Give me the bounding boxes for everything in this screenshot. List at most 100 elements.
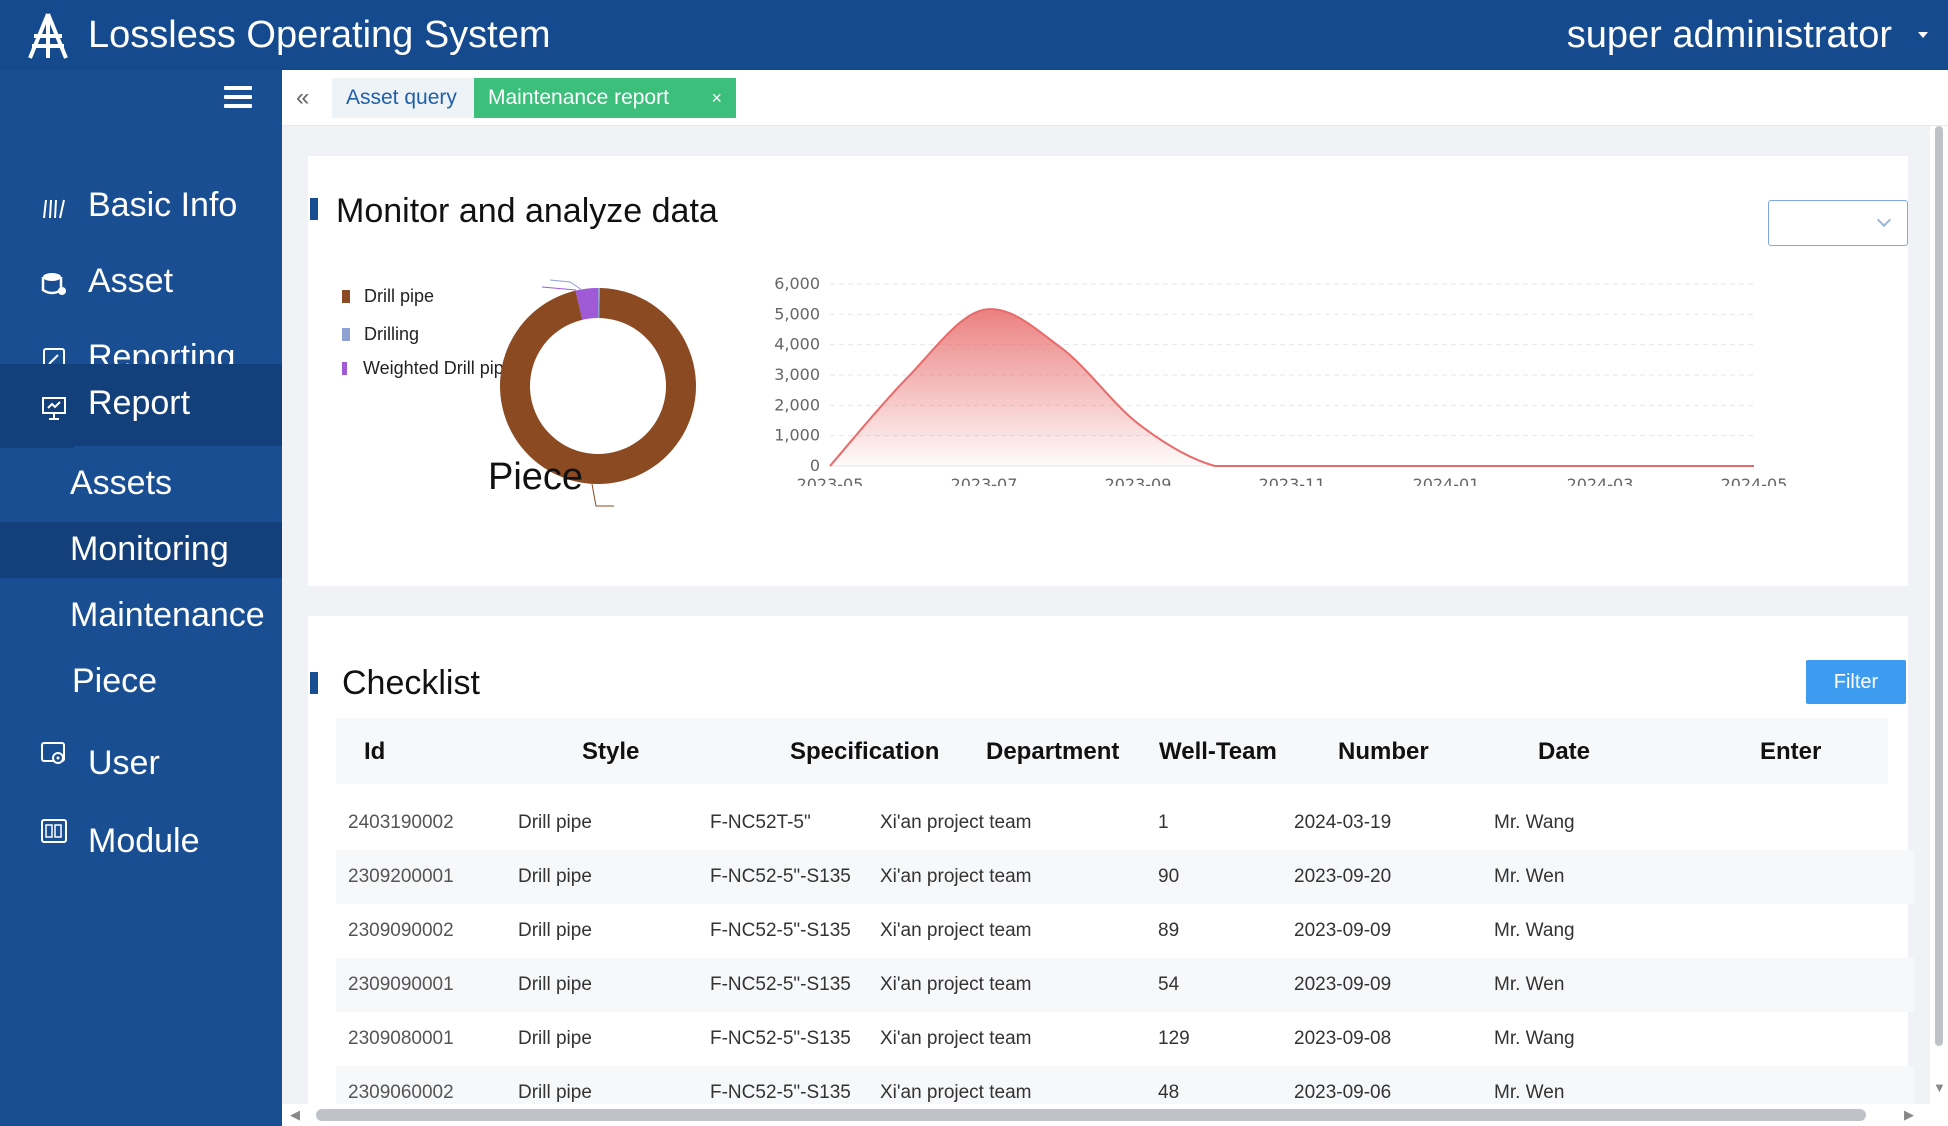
series-line[interactable] — [829, 308, 1754, 467]
tab-maintenance-report[interactable]: Maintenance report × — [474, 78, 736, 118]
column-header[interactable]: Well-Team — [1159, 738, 1277, 765]
cell-specification: F-NC52-5"-S135 — [710, 866, 851, 887]
table-row[interactable]: 2309200001 Drill pipe F-NC52-5"-S135 Xi'an … — [336, 850, 1914, 904]
caret-down-icon[interactable] — [1918, 32, 1928, 38]
cell-department: Xi'an project team — [880, 866, 1032, 887]
column-header[interactable]: Style — [582, 738, 640, 765]
y-tick-label: 4,000 — [774, 335, 820, 354]
legend-label: Drilling — [364, 324, 420, 344]
section-title: Checklist — [342, 664, 480, 702]
donut-center-label: Piece — [488, 456, 584, 498]
donut-slice[interactable] — [598, 288, 600, 319]
cell-date: 2023-09-09 — [1294, 920, 1392, 941]
sidebar-subitem-assets[interactable]: Assets — [0, 452, 282, 514]
cell-department: Xi'an project team — [880, 1082, 1032, 1103]
legend-label: Weighted Drill pipe — [363, 358, 514, 378]
scroll-left-arrow-icon[interactable]: ◀ — [290, 1107, 300, 1122]
table-row[interactable]: 2309090001 Drill pipe F-NC52-5"-S135 Xi'an … — [336, 958, 1914, 1012]
cell-style: Drill pipe — [518, 1028, 592, 1049]
cell-enter: Mr. Wang — [1494, 812, 1575, 833]
subitem-label: Assets — [70, 464, 173, 502]
user-menu[interactable]: super administrator — [1566, 14, 1892, 56]
cell-id: 2309200001 — [348, 866, 454, 887]
monitor-panel: Monitor and analyze data Drill pipe Dril… — [308, 156, 1908, 586]
legend-swatch — [342, 362, 347, 375]
x-tick-label: 2023-09 — [1105, 475, 1172, 486]
legend-item[interactable]: Drilling — [342, 324, 419, 345]
vertical-scrollbar[interactable]: ▼ — [1930, 126, 1948, 1126]
double-chevron-left-icon[interactable]: « — [296, 84, 310, 111]
table-row[interactable]: 2403190002 Drill pipe F-NC52T-5" Xi'an proj… — [336, 796, 1914, 850]
checklist-panel: Checklist Filter Id Style Specification … — [308, 616, 1914, 1126]
database-icon — [41, 273, 66, 295]
presentation-icon — [42, 397, 66, 420]
horizontal-scrollbar[interactable]: ◀ ▶ — [282, 1104, 1930, 1126]
cell-date: 2023-09-09 — [1294, 974, 1392, 995]
scroll-down-arrow-icon[interactable]: ▼ — [1933, 1080, 1946, 1095]
column-header[interactable]: Specification — [790, 738, 940, 765]
cell-style: Drill pipe — [518, 920, 592, 941]
sidebar-subitem-piece[interactable]: Piece — [0, 650, 282, 712]
sidebar-item-label: Asset — [88, 262, 174, 300]
cell-specification: F-NC52-5"-S135 — [710, 920, 851, 941]
cell-style: Drill pipe — [518, 1082, 592, 1103]
sidebar-item-report[interactable]: Report — [0, 364, 282, 448]
column-header[interactable]: Enter — [1760, 738, 1822, 765]
table-row[interactable]: 2309080001 Drill pipe F-NC52-5"-S135 Xi'an … — [336, 1012, 1914, 1066]
donut-slice[interactable] — [499, 288, 696, 484]
user-settings-icon — [41, 742, 65, 764]
column-header[interactable]: Department — [986, 738, 1120, 765]
table-row[interactable]: 2309090002 Drill pipe F-NC52-5"-S135 Xi'an … — [336, 904, 1914, 958]
sidebar-item-module[interactable]: Module — [0, 804, 282, 878]
subitem-label: Maintenance — [70, 596, 265, 634]
cell-specification: F-NC52-5"-S135 — [710, 1082, 851, 1103]
sidebar-subitem-monitoring[interactable]: Monitoring — [0, 522, 282, 578]
y-tick-label: 1,000 — [774, 426, 820, 445]
column-header[interactable]: Id — [364, 738, 386, 765]
subitem-label: Monitoring — [70, 530, 229, 568]
cell-number: 48 — [1158, 1082, 1180, 1103]
leader-line — [591, 483, 614, 507]
legend-swatch — [342, 328, 350, 341]
scroll-right-arrow-icon[interactable]: ▶ — [1904, 1107, 1914, 1122]
sidebar-item-user[interactable]: User — [0, 726, 282, 800]
sidebar-item-label: Basic Info — [88, 186, 238, 224]
y-tick-label: 6,000 — [774, 274, 820, 293]
cell-style: Drill pipe — [518, 812, 592, 833]
y-tick-label: 5,000 — [774, 304, 820, 323]
x-tick-label: 2023-07 — [951, 475, 1018, 486]
legend-item[interactable]: Drill pipe — [342, 286, 434, 307]
vertical-scroll-thumb[interactable] — [1935, 126, 1943, 1046]
module-icon — [41, 819, 67, 843]
cell-number: 1 — [1158, 812, 1169, 833]
cell-style: Drill pipe — [518, 974, 592, 995]
sidebar: Basic Info Asset Reporting Report Assets… — [0, 70, 282, 1126]
table-header: Id Style Specification Department Well-T… — [336, 718, 1888, 784]
cell-date: 2023-09-08 — [1294, 1028, 1392, 1049]
cell-number: 90 — [1158, 866, 1180, 887]
sidebar-item-basic-info[interactable]: Basic Info — [0, 168, 282, 242]
section-marker — [310, 672, 318, 694]
cell-number: 89 — [1158, 920, 1180, 941]
menu-toggle-icon[interactable] — [224, 86, 252, 110]
sidebar-item-asset[interactable]: Asset — [0, 244, 282, 318]
period-select[interactable] — [1768, 200, 1908, 246]
sidebar-subitem-maintenance[interactable]: Maintenance — [0, 584, 282, 646]
horizontal-scroll-thumb[interactable] — [316, 1109, 1866, 1121]
tab-asset-query[interactable]: Asset query — [332, 78, 474, 118]
donut-slice[interactable] — [575, 288, 598, 320]
legend-item[interactable]: Weighted Drill pipe — [342, 358, 514, 379]
close-icon[interactable]: × — [711, 88, 722, 108]
column-header[interactable]: Number — [1338, 738, 1429, 765]
sidebar-item-label: Report — [88, 384, 191, 422]
column-header[interactable]: Date — [1538, 738, 1591, 765]
cell-date: 2023-09-20 — [1294, 866, 1392, 887]
section-title: Monitor and analyze data — [336, 192, 718, 230]
cell-department: Xi'an project team — [880, 812, 1032, 833]
filter-button[interactable]: Filter — [1806, 660, 1906, 704]
app-title: Lossless Operating System — [88, 14, 551, 56]
cell-specification: F-NC52-5"-S135 — [710, 1028, 851, 1049]
books-icon — [43, 199, 65, 219]
cell-enter: Mr. Wen — [1494, 974, 1565, 995]
cell-specification: F-NC52T-5" — [710, 812, 811, 833]
